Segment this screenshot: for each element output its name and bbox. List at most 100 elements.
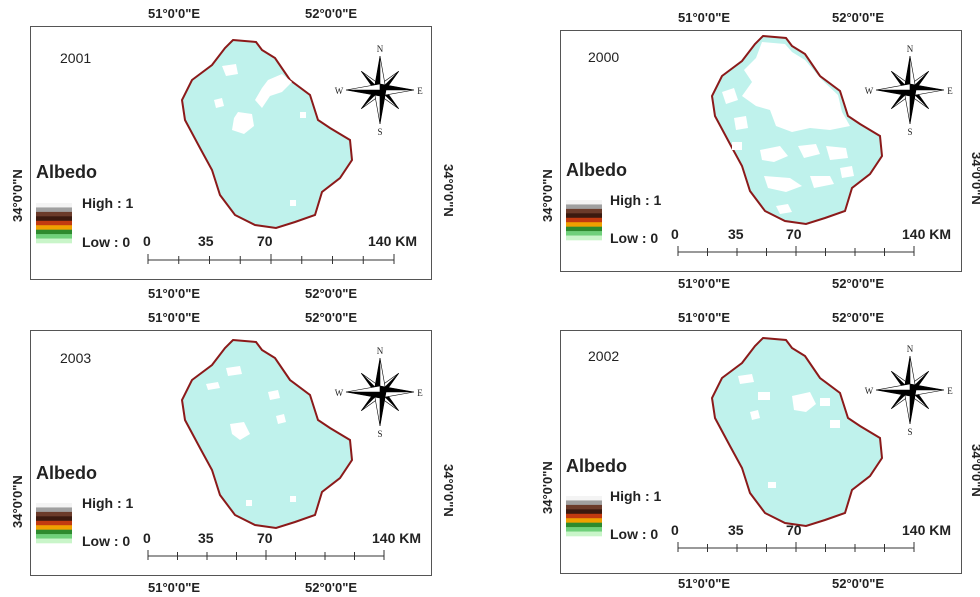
compass-cardinal-point xyxy=(909,83,945,91)
study-region-map xyxy=(710,34,884,226)
ramp-band xyxy=(36,525,72,530)
scale-label-0: 0 xyxy=(143,530,151,546)
compass-direction-label: S xyxy=(907,427,912,437)
map-panel-2001: 51°0'0"E 52°0'0"E 34°0'0"N 34°0'0"N 2001… xyxy=(0,0,460,301)
ramp-band xyxy=(36,238,72,244)
scale-label-0: 0 xyxy=(671,226,679,242)
bottom-lon-label-52: 52°0'0"E xyxy=(305,286,358,301)
year-label: 2001 xyxy=(60,50,92,66)
top-lon-label-52: 52°0'0"E xyxy=(832,10,885,25)
compass-cardinal-point xyxy=(345,89,381,97)
legend-title: Albedo xyxy=(566,456,627,476)
compass-direction-label: W xyxy=(335,388,344,398)
compass-rose-icon: N S E W xyxy=(335,44,424,137)
high-albedo-patch xyxy=(300,112,306,118)
scale-label-70: 70 xyxy=(257,233,273,249)
compass-direction-label: N xyxy=(377,346,384,356)
ramp-band xyxy=(566,204,602,210)
high-albedo-patch xyxy=(732,142,742,150)
ramp-band xyxy=(566,513,602,519)
legend-high-label: High : 1 xyxy=(82,195,134,211)
year-label: 2002 xyxy=(588,348,620,364)
compass-cardinal-point xyxy=(345,385,381,393)
year-label: 2003 xyxy=(60,350,92,366)
scale-bar xyxy=(147,254,395,264)
study-region-boundary xyxy=(180,338,354,530)
top-lon-label-51: 51°0'0"E xyxy=(678,310,731,325)
compass-cardinal-point xyxy=(379,385,415,393)
compass-cardinal-point xyxy=(875,383,911,391)
scale-label-35: 35 xyxy=(198,233,214,249)
ramp-band xyxy=(36,534,72,539)
albedo-color-ramp xyxy=(36,203,72,244)
bottom-lon-label-51: 51°0'0"E xyxy=(678,276,731,291)
compass-direction-label: N xyxy=(377,44,384,54)
ramp-band xyxy=(36,234,72,239)
scale-label-35: 35 xyxy=(728,522,744,538)
scale-bar xyxy=(677,542,915,552)
ramp-band xyxy=(36,229,72,235)
ramp-band xyxy=(566,217,602,223)
scale-bar xyxy=(677,246,915,256)
ramp-band xyxy=(36,507,72,513)
compass-direction-label: N xyxy=(907,44,914,54)
ramp-band xyxy=(566,531,602,537)
high-albedo-patch xyxy=(226,366,242,376)
compass-cardinal-point xyxy=(345,391,381,399)
legend-title: Albedo xyxy=(36,162,97,182)
high-albedo-patch xyxy=(268,390,280,400)
compass-direction-label: E xyxy=(417,86,423,96)
study-region-map xyxy=(180,38,354,230)
scale-label-70: 70 xyxy=(786,226,802,242)
compass-direction-label: E xyxy=(947,386,953,396)
scale-label-140: 140 KM xyxy=(902,522,952,538)
high-albedo-patch xyxy=(810,176,834,188)
scale-label-35: 35 xyxy=(728,226,744,242)
ramp-band xyxy=(36,207,72,213)
high-albedo-patch xyxy=(206,382,220,390)
ramp-band xyxy=(566,518,602,523)
high-albedo-patch xyxy=(738,374,754,384)
high-albedo-patch xyxy=(776,204,792,214)
top-lon-label-51: 51°0'0"E xyxy=(148,6,201,21)
top-lon-label-52: 52°0'0"E xyxy=(832,310,885,325)
high-albedo-patch xyxy=(760,146,788,162)
legend-high-label: High : 1 xyxy=(610,192,662,208)
high-albedo-patch xyxy=(222,64,238,76)
scale-label-70: 70 xyxy=(786,522,802,538)
scale-label-140: 140 KM xyxy=(368,233,418,249)
compass-cardinal-point xyxy=(875,89,911,97)
top-lon-label-52: 52°0'0"E xyxy=(305,6,358,21)
ramp-band xyxy=(566,527,602,532)
ramp-band xyxy=(36,503,72,508)
high-albedo-patch xyxy=(290,200,296,206)
compass-direction-label: W xyxy=(865,386,874,396)
albedo-color-ramp xyxy=(566,200,602,241)
study-region-boundary xyxy=(710,336,884,528)
top-lon-label-52: 52°0'0"E xyxy=(305,310,358,325)
ramp-band xyxy=(566,231,602,236)
ramp-band xyxy=(36,225,72,230)
high-albedo-patch xyxy=(820,398,830,406)
scale-label-35: 35 xyxy=(198,530,214,546)
high-albedo-patch xyxy=(722,88,738,104)
compass-cardinal-point xyxy=(379,391,387,427)
study-region-map xyxy=(180,338,354,530)
ramp-band xyxy=(566,500,602,506)
compass-cardinal-point xyxy=(909,389,917,425)
scale-label-140: 140 KM xyxy=(902,226,952,242)
legend-title: Albedo xyxy=(566,160,627,180)
compass-direction-label: S xyxy=(907,127,912,137)
compass-cardinal-point xyxy=(345,83,381,91)
high-albedo-patch xyxy=(290,496,296,502)
study-region-boundary xyxy=(180,38,354,230)
ramp-band xyxy=(566,222,602,227)
ramp-band xyxy=(36,520,72,526)
study-region-map xyxy=(710,336,884,528)
ramp-band xyxy=(36,220,72,226)
compass-direction-label: E xyxy=(947,86,953,96)
legend-low-label: Low : 0 xyxy=(610,230,659,246)
bottom-lon-label-51: 51°0'0"E xyxy=(148,286,201,301)
scale-label-0: 0 xyxy=(143,233,151,249)
compass-direction-label: W xyxy=(335,86,344,96)
